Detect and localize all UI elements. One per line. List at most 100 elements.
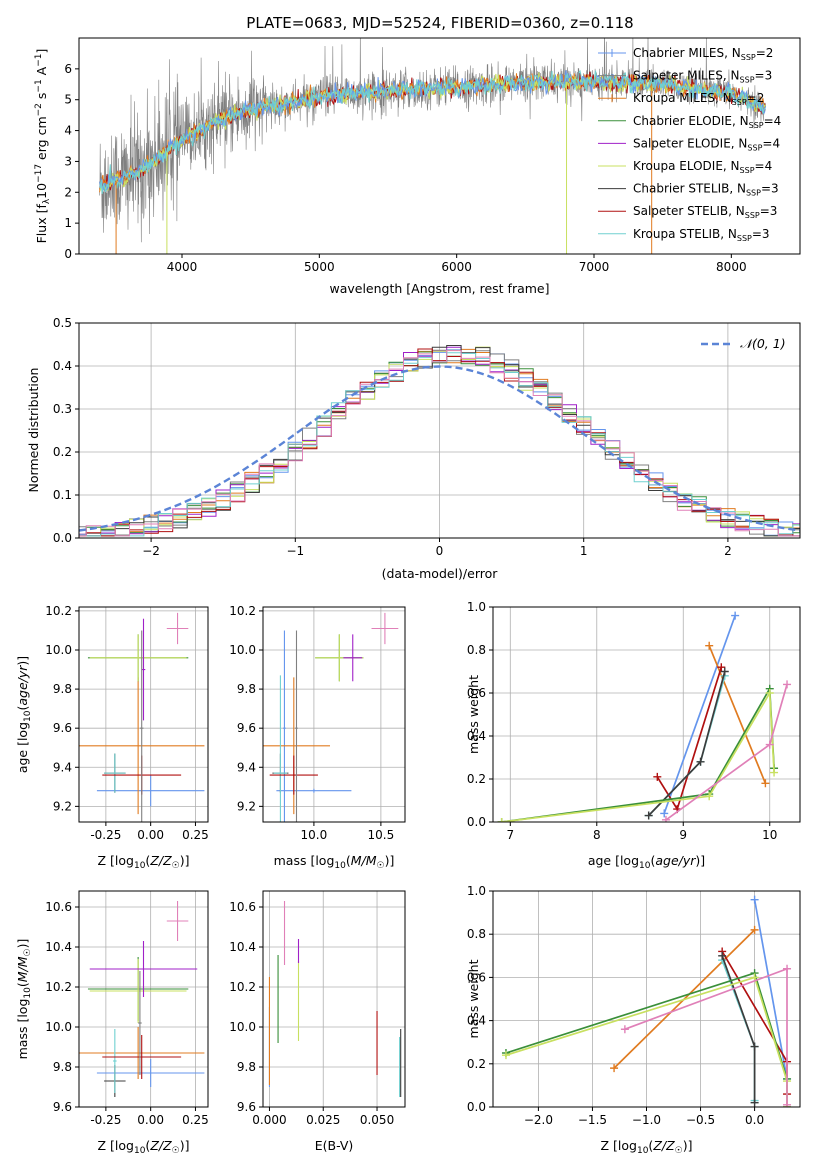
label-part: M/M bbox=[15, 956, 30, 982]
plot-area bbox=[501, 895, 792, 1107]
y-tick-label: 10.0 bbox=[229, 1020, 256, 1034]
label-part: SSP bbox=[740, 76, 755, 85]
x-tick-label: 0.00 bbox=[137, 828, 164, 842]
label-part: =4 bbox=[762, 136, 780, 150]
plus-marker bbox=[783, 1100, 792, 1107]
plus-marker bbox=[610, 1064, 619, 1073]
plus-marker bbox=[717, 663, 726, 672]
label-part: 10 bbox=[34, 183, 49, 199]
label-part: mass [log bbox=[15, 999, 30, 1060]
y-tick-label: 2 bbox=[64, 185, 72, 199]
x-tick-label: 5000 bbox=[304, 260, 335, 274]
label-part: ( bbox=[650, 853, 655, 868]
y-tick-label: 1.0 bbox=[467, 600, 486, 614]
label-part: =3 bbox=[761, 182, 779, 196]
axes-frame bbox=[78, 322, 801, 539]
y-tick-label: 10.0 bbox=[45, 643, 72, 657]
legend-label: 𝒩(0, 1) bbox=[740, 336, 786, 351]
y-tick-label: 0.6 bbox=[467, 686, 486, 700]
label-part: Z/Z bbox=[149, 1138, 172, 1153]
label-part: SSP bbox=[737, 234, 752, 243]
y-tick-label: 10.2 bbox=[45, 604, 72, 618]
x-tick-label: 8 bbox=[593, 828, 601, 842]
x-tick-label: 10 bbox=[762, 828, 777, 842]
plus-marker bbox=[661, 815, 670, 822]
plus-marker bbox=[750, 1042, 759, 1051]
y-tick-label: 0.3 bbox=[53, 402, 72, 416]
mass-weight-line bbox=[656, 666, 723, 812]
y-tick-label: 10.6 bbox=[229, 900, 256, 914]
label-part: Chabrier MILES, N bbox=[633, 46, 741, 60]
label-part: =4 bbox=[764, 114, 782, 128]
x-tick-label: 4000 bbox=[167, 260, 198, 274]
x-axis-label: mass [log10(M/M☉)] bbox=[274, 853, 395, 871]
x-tick-label: -0.25 bbox=[90, 828, 121, 842]
label-part: Salpeter STELIB, N bbox=[633, 204, 745, 218]
x-axis-label: age [log10(age/yr)] bbox=[588, 853, 705, 871]
x-tick-label: 2 bbox=[724, 544, 732, 558]
x-tick-label: 0.00 bbox=[137, 1113, 164, 1127]
x-tick-label: 0.25 bbox=[182, 1113, 209, 1127]
label-part: ( bbox=[145, 853, 150, 868]
label-part: SSP bbox=[745, 211, 760, 220]
label-part: s bbox=[34, 93, 49, 104]
panels: 4000 5000 6000 7000 8000 0 1 2 3 4 5 6 wavelength [A… bbox=[15, 37, 801, 1156]
panel-spectrum: 4000 5000 6000 7000 8000 0 1 2 3 4 5 6 wavelength [A… bbox=[34, 37, 801, 296]
x-tick-label: 1 bbox=[580, 544, 588, 558]
y-tick-label: 0.2 bbox=[53, 445, 72, 459]
label-part: ☉ bbox=[377, 861, 385, 871]
x-tick-label: 7000 bbox=[579, 260, 610, 274]
panel-mass-vs-Z: -0.25 0.00 0.25 9.6 9.8 10.0 10.2 10.4 10.6 Z [lo… bbox=[15, 890, 209, 1156]
y-axis-label: mass weight bbox=[466, 675, 481, 754]
label-part: E(B-V) bbox=[315, 1138, 354, 1153]
x-tick-label: 6000 bbox=[441, 260, 472, 274]
panel-mass-vs-ebv: 0.000 0.025 0.050 9.6 9.8 10.0 10.2 10.4 10.6 E(B… bbox=[229, 890, 406, 1153]
label-part: SSP bbox=[746, 189, 761, 198]
x-tick-label: −1.0 bbox=[632, 1113, 661, 1127]
y-tick-label: 9.8 bbox=[53, 682, 72, 696]
y-tick-label: 0.2 bbox=[467, 772, 486, 786]
y-tick-label: 10.6 bbox=[45, 900, 72, 914]
label-part: 10 bbox=[134, 1146, 146, 1156]
label-part: age [log bbox=[588, 853, 639, 868]
axes-frame bbox=[78, 606, 209, 823]
label-part: ] bbox=[34, 49, 49, 54]
legend-label: Chabrier MILES, NSSP=2 bbox=[633, 46, 773, 62]
y-tick-label: 0.0 bbox=[467, 815, 486, 829]
legend-label: Chabrier ELODIE, NSSP=4 bbox=[633, 114, 781, 130]
y-tick-label: 10.4 bbox=[229, 940, 256, 954]
label-part: Salpeter MILES, N bbox=[633, 69, 740, 83]
label-part: SSP bbox=[732, 98, 747, 107]
mass-weight-line bbox=[753, 899, 788, 1080]
y-tick-label: 0.4 bbox=[467, 729, 486, 743]
label-part: SSP bbox=[747, 143, 762, 152]
label-part: ☉ bbox=[675, 1146, 683, 1156]
x-axis-label: Z [log10(Z/Z☉)] bbox=[98, 1138, 190, 1156]
plot-area bbox=[268, 901, 402, 1097]
x-axis-label: wavelength [Angstrom, rest frame] bbox=[329, 281, 549, 296]
label-part: 10 bbox=[23, 710, 33, 722]
y-tick-label: 9.4 bbox=[237, 760, 256, 774]
x-tick-label: 0.025 bbox=[306, 1113, 340, 1127]
axes-frame bbox=[78, 890, 209, 1108]
y-tick-label: 9.6 bbox=[237, 1100, 256, 1114]
label-part: −17 bbox=[34, 164, 44, 183]
y-tick-label: 0.4 bbox=[467, 1014, 486, 1028]
mass-weight-line bbox=[663, 615, 736, 814]
label-part: =3 bbox=[755, 69, 773, 83]
label-part: 10 bbox=[334, 861, 346, 871]
x-tick-label: 0.050 bbox=[360, 1113, 394, 1127]
label-part: −2 bbox=[34, 103, 44, 116]
label-part: −1 bbox=[34, 79, 44, 92]
label-part: Flux [f bbox=[34, 204, 49, 244]
x-tick-label: −0.5 bbox=[686, 1113, 715, 1127]
residual-histogram bbox=[79, 351, 800, 537]
label-part: )] bbox=[15, 939, 30, 949]
label-part: )] bbox=[15, 656, 30, 666]
label-part: Chabrier ELODIE, N bbox=[633, 114, 749, 128]
label-part: Kroupa STELIB, N bbox=[633, 227, 737, 241]
residual-histogram bbox=[79, 348, 800, 537]
label-part: Z [log bbox=[98, 853, 134, 868]
x-tick-label: 10.5 bbox=[368, 828, 395, 842]
